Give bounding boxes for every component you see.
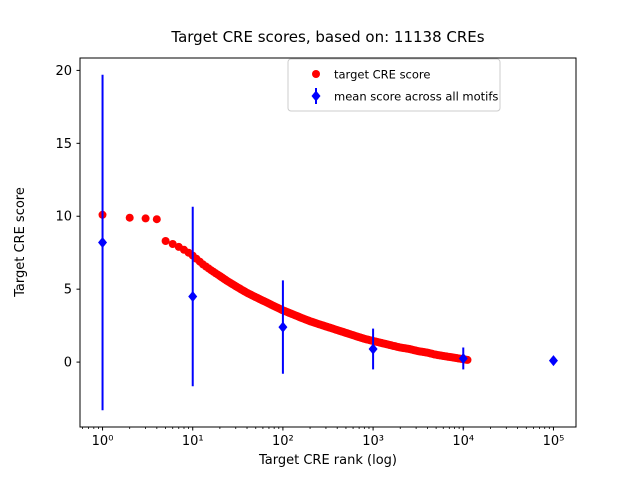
blue-mean-diamond <box>98 237 108 248</box>
red-scatter-point <box>152 215 161 224</box>
legend-marker-diamond <box>311 90 321 102</box>
y-axis-label: Target CRE score <box>13 187 28 298</box>
legend-label-target-score: target CRE score <box>334 68 430 82</box>
red-scatter-point <box>168 240 177 248</box>
y-tick-label: 15 <box>55 137 72 152</box>
x-tick-label: 10³ <box>362 434 384 449</box>
x-tick-label: 10⁰ <box>92 434 114 449</box>
x-tick-label: 10² <box>272 434 294 449</box>
legend-label-mean-score: mean score across all motifs <box>334 90 498 104</box>
y-tick-label: 5 <box>64 283 72 298</box>
legend-frame <box>287 58 501 112</box>
red-scatter-point <box>141 214 150 223</box>
blue-mean-diamond <box>548 355 558 367</box>
blue-mean-diamond <box>458 352 468 364</box>
chart-title: Target CRE scores, based on: 11138 CREs <box>170 28 484 46</box>
blue-mean-diamond <box>188 290 198 302</box>
x-tick-label: 10⁴ <box>452 434 474 449</box>
y-tick-label: 0 <box>64 356 72 371</box>
red-scatter-point <box>125 213 134 222</box>
y-tick-label: 20 <box>55 64 72 79</box>
y-tick-label: 10 <box>55 210 72 225</box>
plot-frame <box>79 57 577 428</box>
blue-mean-diamond <box>368 343 378 355</box>
x-tick-label: 10⁵ <box>543 434 565 449</box>
blue-mean-diamond <box>278 321 288 333</box>
x-axis-label: Target CRE rank (log) <box>258 453 397 468</box>
legend-marker-circle <box>312 70 320 78</box>
x-tick-label: 10¹ <box>182 434 204 449</box>
red-scatter-point <box>161 237 170 245</box>
